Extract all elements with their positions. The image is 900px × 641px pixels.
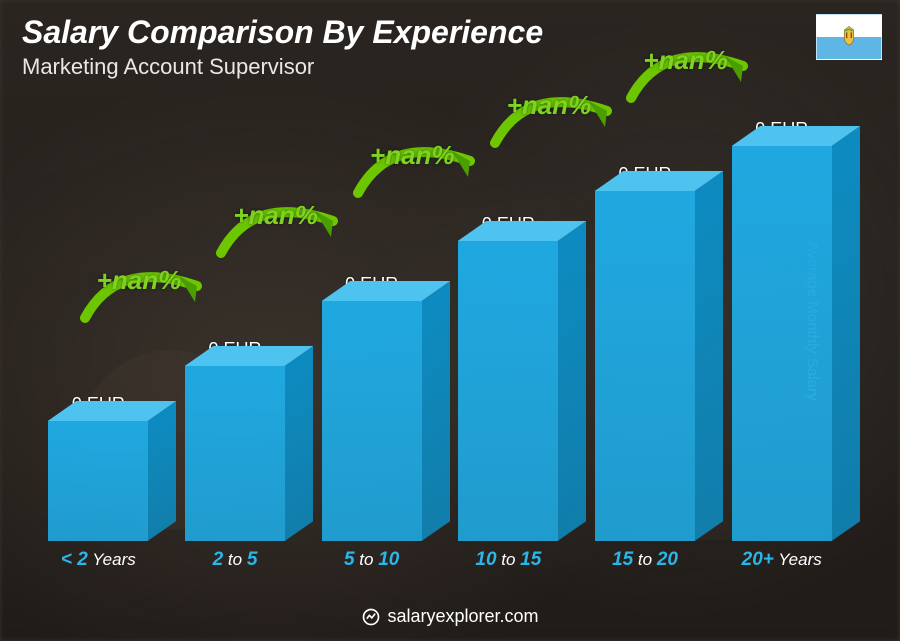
chart-subtitle: Marketing Account Supervisor	[22, 54, 314, 80]
percentage-increase-label: +nan%	[643, 45, 728, 76]
percentage-increase-label: +nan%	[97, 265, 182, 296]
bar	[185, 366, 285, 541]
percentage-increase-label: +nan%	[233, 200, 318, 231]
logo-icon	[361, 607, 381, 627]
bar	[322, 301, 422, 541]
bar	[595, 191, 695, 541]
x-axis-label: 20+ Years	[713, 549, 850, 571]
footer: salaryexplorer.com	[0, 606, 900, 627]
bar-slot: +nan%0 EUR	[167, 339, 304, 541]
x-axis-label: 15 to 20	[577, 549, 714, 571]
footer-text: salaryexplorer.com	[387, 606, 538, 627]
bars-container: 0 EUR+nan%0 EUR+nan%0 EUR+nan%0 EUR+nan%…	[30, 100, 850, 541]
x-axis-label: < 2 Years	[30, 549, 167, 571]
bar	[732, 146, 832, 541]
bar-slot: +nan%0 EUR	[577, 164, 714, 541]
x-axis-label: 2 to 5	[167, 549, 304, 571]
bar-slot: +nan%0 EUR	[713, 119, 850, 541]
x-axis-label: 5 to 10	[303, 549, 440, 571]
percentage-increase-label: +nan%	[370, 140, 455, 171]
bar	[458, 241, 558, 541]
x-axis-label: 10 to 15	[440, 549, 577, 571]
bar-chart: 0 EUR+nan%0 EUR+nan%0 EUR+nan%0 EUR+nan%…	[30, 100, 850, 571]
bar-slot: +nan%0 EUR	[303, 274, 440, 541]
percentage-increase-label: +nan%	[507, 90, 592, 121]
country-flag	[816, 14, 882, 60]
flag-crest-icon	[835, 23, 863, 51]
bar-slot: 0 EUR	[30, 394, 167, 541]
x-axis-labels: < 2 Years2 to 55 to 1010 to 1515 to 2020…	[30, 549, 850, 571]
bar	[48, 421, 148, 541]
chart-title: Salary Comparison By Experience	[22, 14, 543, 51]
bar-slot: +nan%0 EUR	[440, 214, 577, 541]
content-root: Salary Comparison By Experience Marketin…	[0, 0, 900, 641]
